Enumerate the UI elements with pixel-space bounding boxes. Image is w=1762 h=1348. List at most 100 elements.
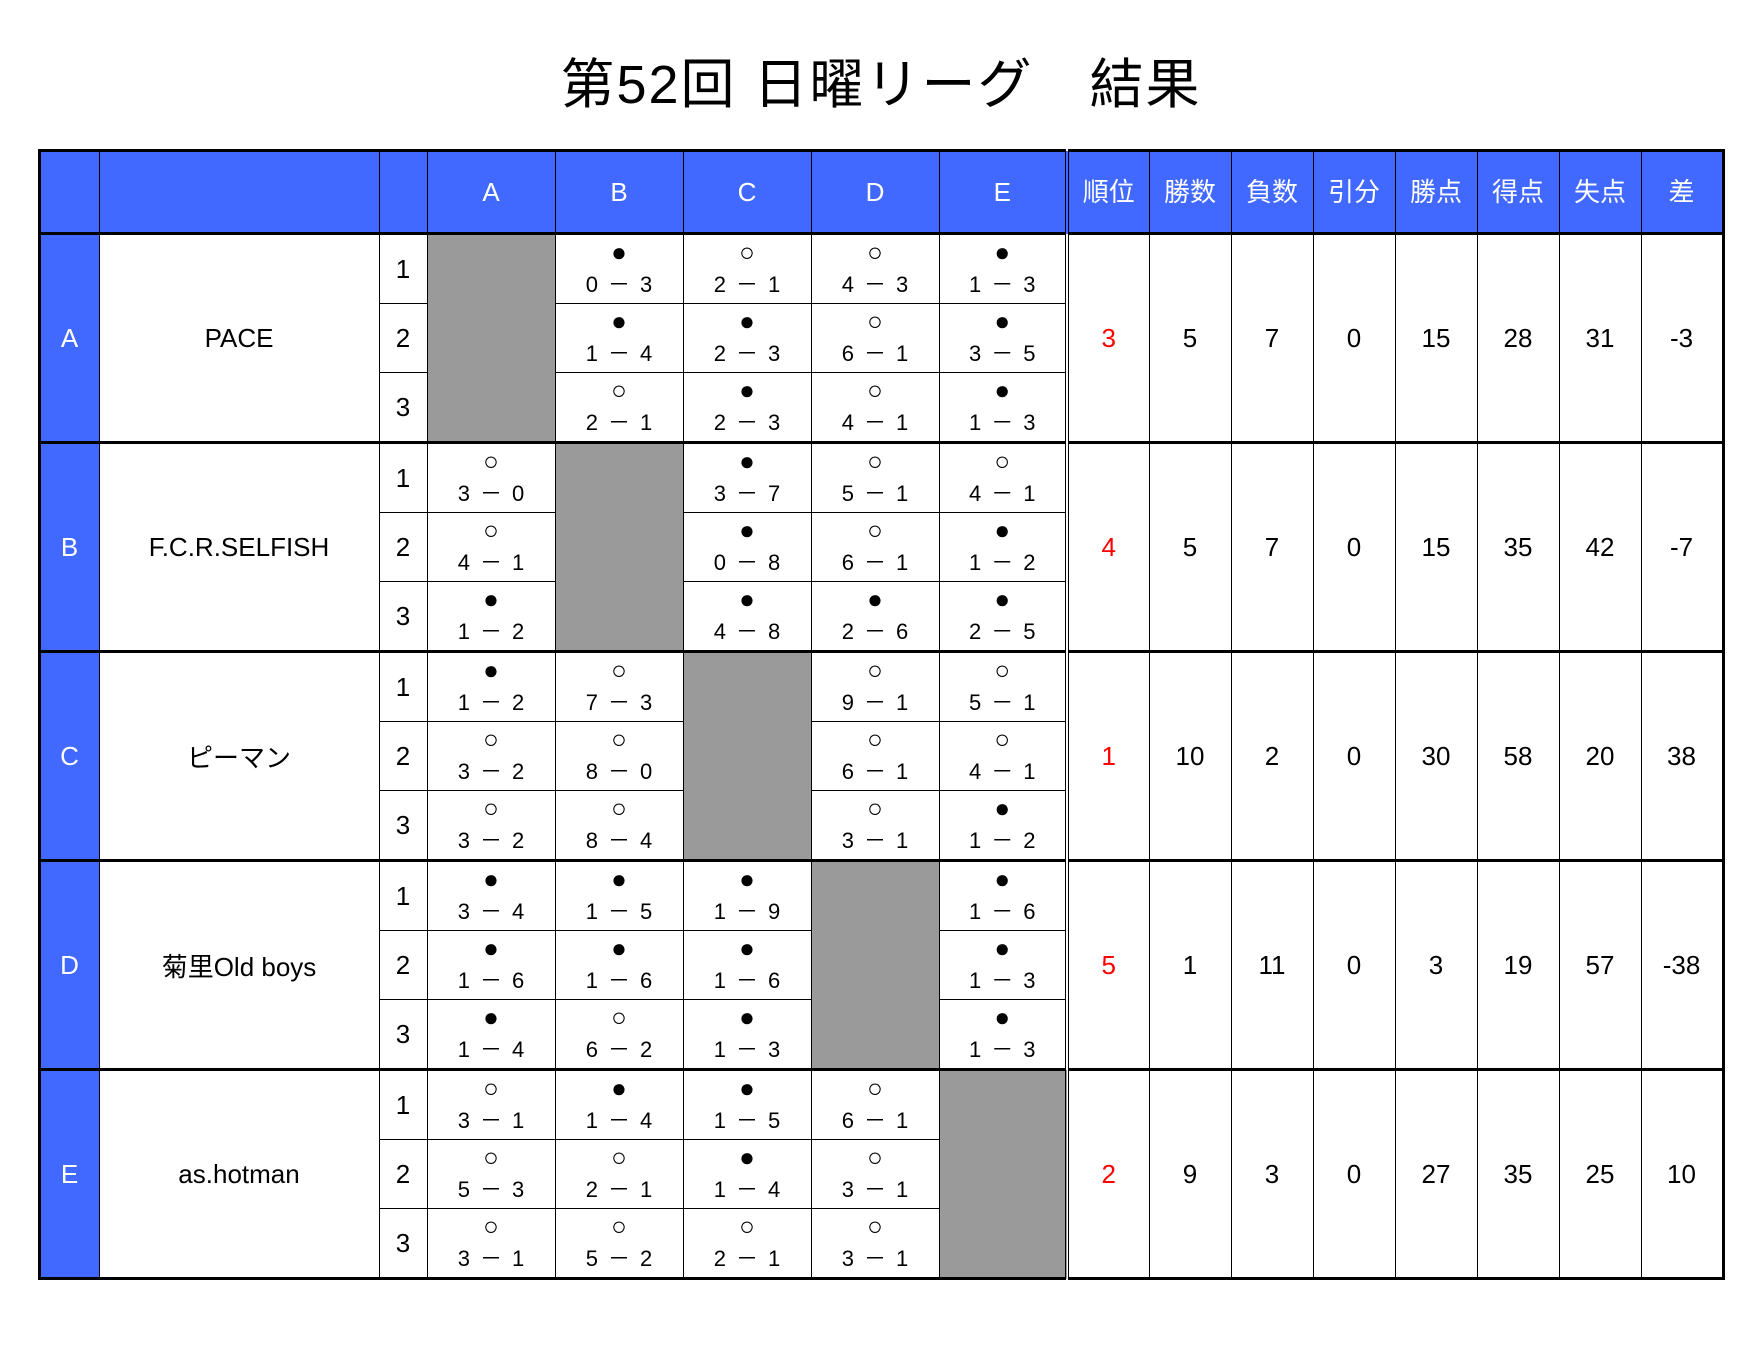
loss-mark-icon	[611, 1075, 627, 1101]
result-cell: 4－1	[427, 513, 555, 582]
score-dash: －	[608, 1172, 630, 1204]
score-for: 2	[842, 619, 854, 645]
score-for: 0	[714, 550, 726, 576]
result-cell: 6－1	[811, 513, 939, 582]
result-cell: 2－1	[555, 373, 683, 443]
stat-wins: 5	[1149, 234, 1231, 443]
score-for: 1	[969, 550, 981, 576]
team-name: as.hotman	[99, 1070, 379, 1279]
loss-mark-icon	[994, 517, 1010, 543]
result-cell: 1－5	[683, 1070, 811, 1140]
stat-losses: 3	[1231, 1070, 1313, 1279]
score-against: 3	[640, 690, 652, 716]
win-mark-icon	[483, 1075, 499, 1101]
round-number: 1	[379, 861, 427, 931]
score-against: 1	[512, 1108, 524, 1134]
result-cell: 4－1	[811, 373, 939, 443]
score-against: 3	[768, 410, 780, 436]
score-against: 1	[640, 410, 652, 436]
score-against: 8	[768, 619, 780, 645]
score-against: 5	[640, 899, 652, 925]
result-cell: 8－0	[555, 722, 683, 791]
score-for: 1	[714, 968, 726, 994]
score-for: 5	[969, 690, 981, 716]
score-against: 2	[512, 759, 524, 785]
stat-wins: 10	[1149, 652, 1231, 861]
loss-mark-icon	[611, 866, 627, 892]
result-cell: 1－2	[939, 791, 1067, 861]
score-against: 3	[1023, 1037, 1035, 1063]
score-dash: －	[864, 1172, 886, 1204]
result-cell: 7－3	[555, 652, 683, 722]
score-against: 1	[1023, 690, 1035, 716]
score-against: 6	[896, 619, 908, 645]
header-opponent: E	[939, 151, 1067, 234]
result-cell: 1－9	[683, 861, 811, 931]
score-for: 1	[969, 828, 981, 854]
score-against: 3	[640, 272, 652, 298]
score-dash: －	[608, 267, 630, 299]
score-for: 0	[586, 272, 598, 298]
win-mark-icon	[867, 795, 883, 821]
result-cell: 6－1	[811, 304, 939, 373]
score-dash: －	[480, 1241, 502, 1273]
result-cell: 5－3	[427, 1140, 555, 1209]
win-mark-icon	[739, 1213, 755, 1239]
score-dash: －	[991, 894, 1013, 926]
score-against: 1	[896, 481, 908, 507]
score-against: 2	[512, 690, 524, 716]
loss-mark-icon	[994, 586, 1010, 612]
score-dash: －	[991, 405, 1013, 437]
score-against: 1	[896, 550, 908, 576]
win-mark-icon	[483, 517, 499, 543]
header-stat: 勝点	[1395, 151, 1477, 234]
score-dash: －	[480, 823, 502, 855]
result-cell: 4－8	[683, 582, 811, 652]
score-dash: －	[608, 1032, 630, 1064]
win-mark-icon	[611, 377, 627, 403]
win-mark-icon	[611, 1213, 627, 1239]
round-number: 2	[379, 722, 427, 791]
score-for: 3	[458, 1108, 470, 1134]
score-against: 1	[896, 828, 908, 854]
loss-mark-icon	[739, 517, 755, 543]
loss-mark-icon	[611, 935, 627, 961]
score-dash: －	[736, 1032, 758, 1064]
header-stat: 負数	[1231, 151, 1313, 234]
score-for: 4	[842, 410, 854, 436]
score-dash: －	[864, 1103, 886, 1135]
score-for: 3	[458, 481, 470, 507]
team-letter: B	[39, 443, 99, 652]
score-against: 1	[896, 690, 908, 716]
score-dash: －	[608, 894, 630, 926]
loss-mark-icon	[739, 1075, 755, 1101]
header-opponent: C	[683, 151, 811, 234]
round-number: 1	[379, 443, 427, 513]
league-table: ABCDE順位勝数負数引分勝点得点失点差 APACE10－32－14－31－33…	[38, 149, 1725, 1280]
round-number: 3	[379, 1000, 427, 1070]
win-mark-icon	[867, 448, 883, 474]
win-mark-icon	[867, 239, 883, 265]
result-cell: 1－4	[427, 1000, 555, 1070]
score-dash: －	[480, 685, 502, 717]
score-dash: －	[864, 476, 886, 508]
round-number: 1	[379, 1070, 427, 1140]
score-for: 6	[842, 1108, 854, 1134]
score-for: 6	[842, 759, 854, 785]
score-dash: －	[736, 894, 758, 926]
score-for: 3	[458, 1246, 470, 1272]
header-blank	[99, 151, 379, 234]
result-cell: 3－5	[939, 304, 1067, 373]
result-cell: 3－7	[683, 443, 811, 513]
score-against: 4	[640, 828, 652, 854]
stat-rank: 3	[1067, 234, 1149, 443]
result-cell: 2－1	[683, 1209, 811, 1279]
win-mark-icon	[611, 795, 627, 821]
result-cell: 9－1	[811, 652, 939, 722]
result-cell: 1－3	[939, 373, 1067, 443]
win-mark-icon	[867, 726, 883, 752]
score-dash: －	[736, 614, 758, 646]
score-for: 4	[969, 481, 981, 507]
stat-diff: 38	[1641, 652, 1723, 861]
score-dash: －	[480, 1103, 502, 1135]
